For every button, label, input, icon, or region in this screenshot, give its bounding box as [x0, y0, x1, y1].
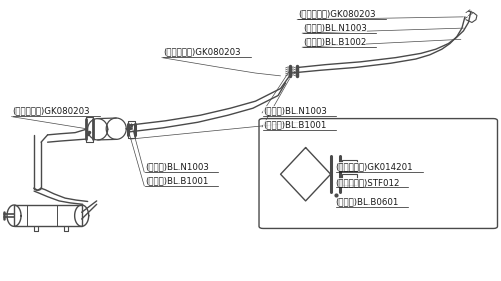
- Text: (ボルト)BL.B0601: (ボルト)BL.B0601: [336, 198, 399, 207]
- Bar: [342, 160, 357, 171]
- Text: (ボルト)BL.B1001: (ボルト)BL.B1001: [263, 120, 326, 129]
- Text: (ナット)BL.N1003: (ナット)BL.N1003: [263, 106, 327, 115]
- Bar: [14, 205, 82, 226]
- Text: (ナット)BL.N1003: (ナット)BL.N1003: [303, 23, 367, 32]
- Text: (ガスケット)GK080203: (ガスケット)GK080203: [163, 47, 240, 56]
- Text: (ガスケット)GK080203: (ガスケット)GK080203: [13, 106, 90, 115]
- Text: (ボルト)BL.B1002: (ボルト)BL.B1002: [303, 37, 366, 46]
- Text: (ボルト)BL.B1001: (ボルト)BL.B1001: [145, 176, 208, 185]
- Text: (ガスケット)GK014201: (ガスケット)GK014201: [336, 162, 413, 171]
- Bar: [342, 174, 357, 185]
- Text: (ガスケット)GK080203: (ガスケット)GK080203: [298, 9, 376, 18]
- Text: (ナット)BL.N1003: (ナット)BL.N1003: [145, 162, 209, 171]
- Text: (メクラふた)STF012: (メクラふた)STF012: [336, 178, 400, 187]
